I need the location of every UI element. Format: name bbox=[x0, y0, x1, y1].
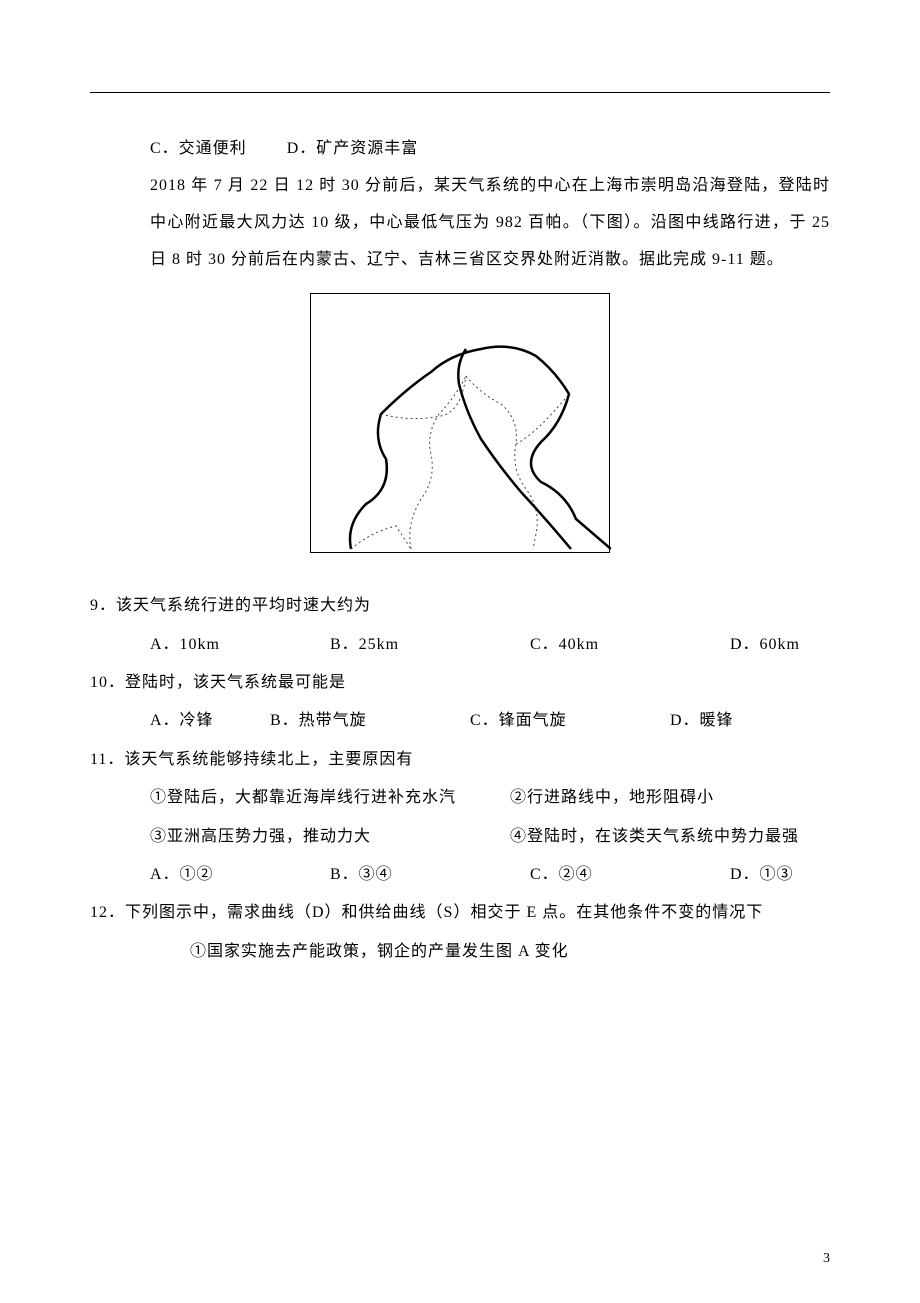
typhoon-track bbox=[458, 349, 571, 549]
passage-text: 2018 年 7 月 22 日 12 时 30 分前后，某天气系统的中心在上海市… bbox=[90, 168, 830, 278]
province-border-4 bbox=[351, 526, 411, 549]
q11-statements-34: ③亚洲高压势力强，推动力大 ④登陆时，在该类天气系统中势力最强 bbox=[90, 818, 830, 856]
province-border-5 bbox=[516, 394, 569, 444]
q11-option-a: A．①② bbox=[150, 856, 330, 894]
q11-option-d: D．①③ bbox=[730, 856, 830, 894]
q11-statement-4: ④登陆时，在该类天气系统中势力最强 bbox=[510, 818, 830, 856]
page-number: 3 bbox=[823, 1251, 830, 1267]
q10-options: A．冷锋 B．热带气旋 C．锋面气旋 D．暖锋 bbox=[90, 702, 830, 740]
figure-container bbox=[90, 293, 830, 569]
coastline bbox=[350, 346, 611, 548]
q11-stem: 11．该天气系统能够持续北上，主要原因有 bbox=[90, 741, 830, 779]
prev-question-options-cd: C．交通便利 D．矿产资源丰富 bbox=[90, 130, 830, 168]
q11-statement-1: ①登陆后，大都靠近海岸线行进补充水汽 bbox=[150, 779, 510, 817]
q10-option-a: A．冷锋 bbox=[150, 702, 270, 740]
option-d: D．矿产资源丰富 bbox=[287, 140, 419, 157]
q11-option-c: C．②④ bbox=[530, 856, 730, 894]
top-border-rule bbox=[90, 92, 830, 93]
q9-option-d: D．60km bbox=[730, 626, 830, 664]
q12-stem: 12．下列图示中，需求曲线（D）和供给曲线（S）相交于 E 点。在其他条件不变的… bbox=[90, 894, 830, 932]
q11-statements-12: ①登陆后，大都靠近海岸线行进补充水汽 ②行进路线中，地形阻碍小 bbox=[90, 779, 830, 817]
q10-option-c: C．锋面气旋 bbox=[470, 702, 670, 740]
q11-statement-3: ③亚洲高压势力强，推动力大 bbox=[150, 818, 510, 856]
q10-stem: 10．登陆时，该天气系统最可能是 bbox=[90, 664, 830, 702]
q9-option-b: B．25km bbox=[330, 626, 530, 664]
q11-options: A．①② B．③④ C．②④ D．①③ bbox=[90, 856, 830, 894]
map-svg bbox=[311, 294, 611, 554]
page-content: C．交通便利 D．矿产资源丰富 2018 年 7 月 22 日 12 时 30 … bbox=[90, 130, 830, 971]
province-border-3 bbox=[381, 376, 466, 419]
q9-option-c: C．40km bbox=[530, 626, 730, 664]
q9-stem: 9．该天气系统行进的平均时速大约为 bbox=[90, 587, 830, 625]
q10-option-b: B．热带气旋 bbox=[270, 702, 470, 740]
q9-option-a: A．10km bbox=[150, 626, 330, 664]
q10-option-d: D．暖锋 bbox=[670, 702, 830, 740]
map-figure bbox=[310, 293, 610, 553]
q11-statement-2: ②行进路线中，地形阻碍小 bbox=[510, 779, 830, 817]
q9-options: A．10km B．25km C．40km D．60km bbox=[90, 626, 830, 664]
province-border-2 bbox=[466, 376, 537, 549]
q11-option-b: B．③④ bbox=[330, 856, 530, 894]
q12-statement-1: ①国家实施去产能政策，钢企的产量发生图 A 变化 bbox=[90, 933, 830, 971]
province-border-1 bbox=[410, 376, 466, 549]
option-c: C．交通便利 bbox=[150, 140, 247, 157]
